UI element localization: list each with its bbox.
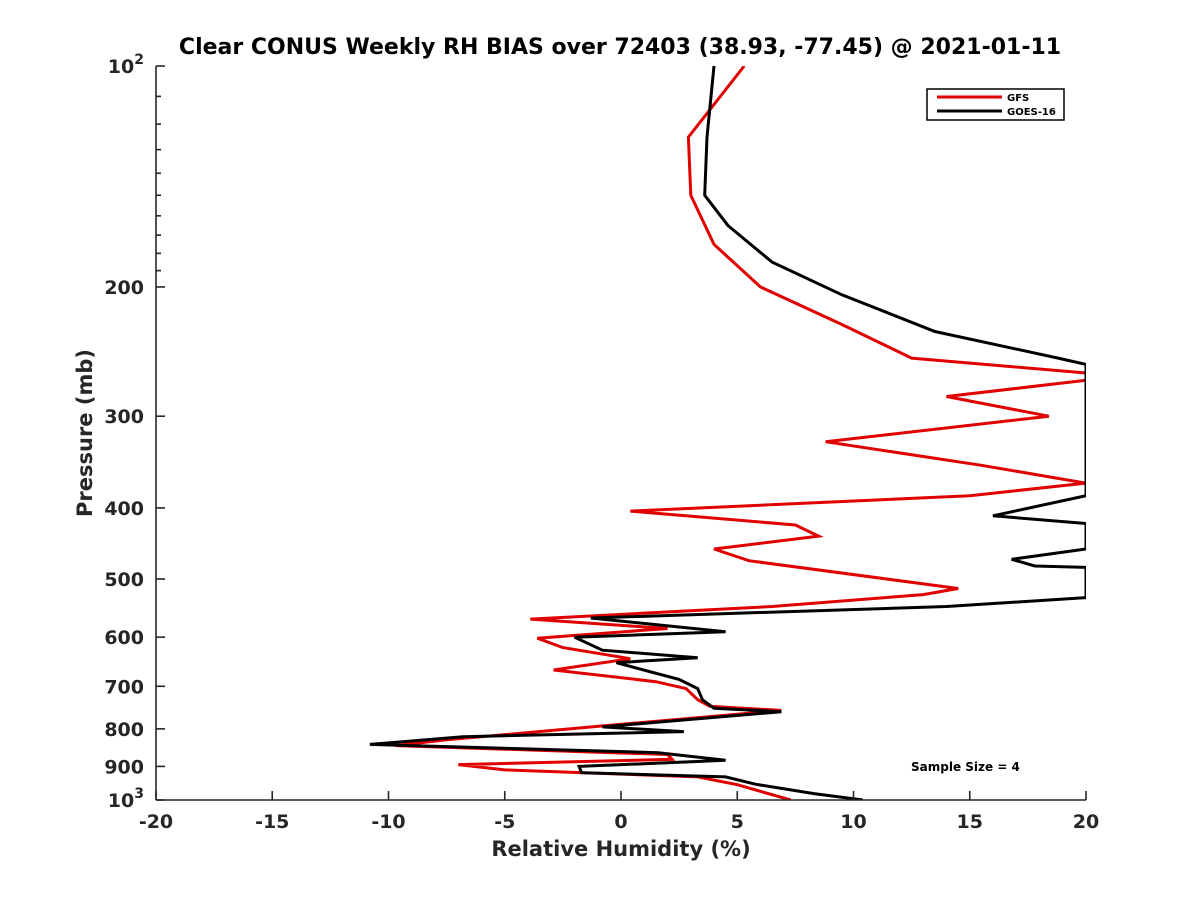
sample-size-annotation: Sample Size = 4 [911,760,1020,774]
series-line-goes-16 [369,66,1086,800]
legend-box [926,88,1065,121]
y-tick-label: 900 [104,756,144,778]
y-tick-label: 102 [108,52,144,78]
x-tick-label: -20 [139,811,173,833]
x-axis-label: Relative Humidity (%) [491,837,750,861]
x-tick-label: 20 [1073,811,1099,833]
y-tick-label: 200 [104,277,144,299]
x-tick-label: 10 [840,811,866,833]
axes: -20 -15 -10 -5 0 5 10 15 20102200300400500600700… [104,52,1099,833]
y-axis-label: Pressure (mb) [73,349,97,517]
y-tick-base: 10 [108,56,134,78]
x-tick-label: -15 [255,811,289,833]
x-tick-label: -5 [494,811,515,833]
x-tick-label: 5 [731,811,744,833]
y-tick-label: 700 [104,676,144,698]
x-tick-label: -10 [371,811,405,833]
chart-title: Clear CONUS Weekly RH BIAS over 72403 (3… [179,35,1061,60]
y-tick-label: 500 [104,569,144,591]
legend: GFS GOES-16 [926,88,1065,121]
y-tick-exponent: 3 [134,786,144,802]
legend-label: GFS [1007,93,1029,104]
series-line-gfs [395,66,1086,800]
y-tick-label: 400 [104,498,144,520]
x-tick-label: 15 [957,811,983,833]
y-tick-label: 800 [104,719,144,741]
x-tick-label: 0 [614,811,627,833]
y-tick-base: 10 [108,790,134,812]
y-tick-label: 300 [104,406,144,428]
y-tick-label: 103 [108,786,144,812]
y-tick-exponent: 2 [134,52,144,68]
legend-label: GOES-16 [1007,107,1056,118]
y-tick-label: 600 [104,627,144,649]
